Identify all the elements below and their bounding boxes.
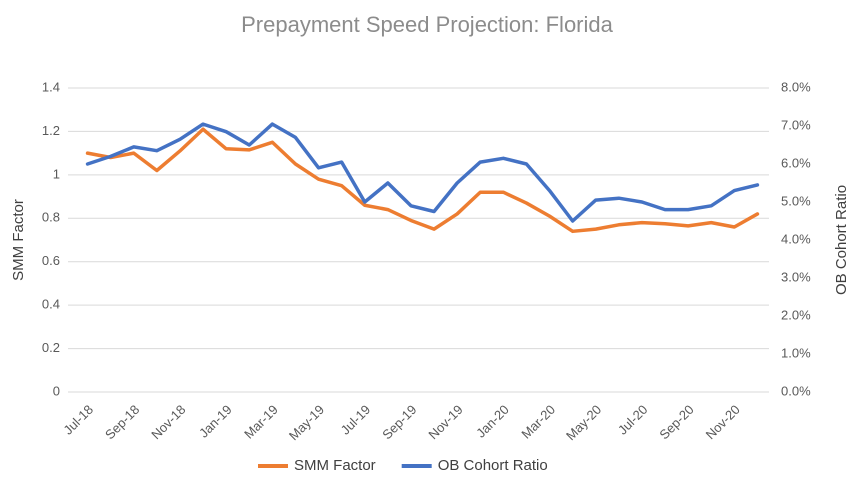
y2-tick-label: 1.0% — [781, 345, 811, 360]
x-tick-label: Jul-20 — [615, 402, 651, 438]
x-tick-label: Jan-19 — [196, 402, 235, 441]
series-line — [85, 122, 760, 223]
y-axis-title: SMM Factor — [10, 199, 27, 281]
x-tick-label: Sep-18 — [102, 402, 142, 442]
legend-label: SMM Factor — [294, 457, 376, 474]
y-tick-label: 0.2 — [42, 340, 60, 355]
y-tick-label: 0.4 — [42, 297, 60, 312]
x-tick-label: Jul-18 — [60, 402, 96, 438]
x-tick-label: Nov-19 — [425, 402, 465, 442]
x-tick-label: Jan-20 — [473, 402, 512, 441]
x-tick-label: Mar-19 — [241, 402, 281, 442]
x-tick-label: May-19 — [286, 402, 327, 443]
y2-tick-label: 5.0% — [781, 193, 811, 208]
y2-tick-label: 8.0% — [781, 79, 811, 94]
y-tick-label: 1.2 — [42, 123, 60, 138]
y-tick-label: 1.4 — [42, 79, 60, 94]
y2-tick-label: 6.0% — [781, 155, 811, 170]
y2-tick-label: 2.0% — [781, 307, 811, 322]
x-tick-label: Jul-19 — [338, 402, 374, 438]
y-tick-label: 1 — [53, 166, 60, 181]
y2-tick-label: 4.0% — [781, 231, 811, 246]
x-tick-label: May-20 — [563, 402, 604, 443]
x-tick-label: Sep-19 — [379, 402, 419, 442]
y-tick-label: 0 — [53, 383, 60, 398]
x-tick-label: Nov-20 — [703, 402, 743, 442]
series-line — [85, 127, 760, 234]
y-tick-label: 0.6 — [42, 253, 60, 268]
y2-tick-label: 0.0% — [781, 383, 811, 398]
y2-axis-title: OB Cohort Ratio — [833, 185, 850, 295]
y-tick-label: 0.8 — [42, 210, 60, 225]
y2-tick-label: 3.0% — [781, 269, 811, 284]
chart-title: Prepayment Speed Projection: Florida — [241, 12, 614, 37]
legend-label: OB Cohort Ratio — [438, 457, 548, 474]
x-tick-label: Mar-20 — [518, 402, 558, 442]
y2-tick-label: 7.0% — [781, 117, 811, 132]
x-tick-label: Sep-20 — [656, 402, 696, 442]
x-tick-label: Nov-18 — [148, 402, 188, 442]
